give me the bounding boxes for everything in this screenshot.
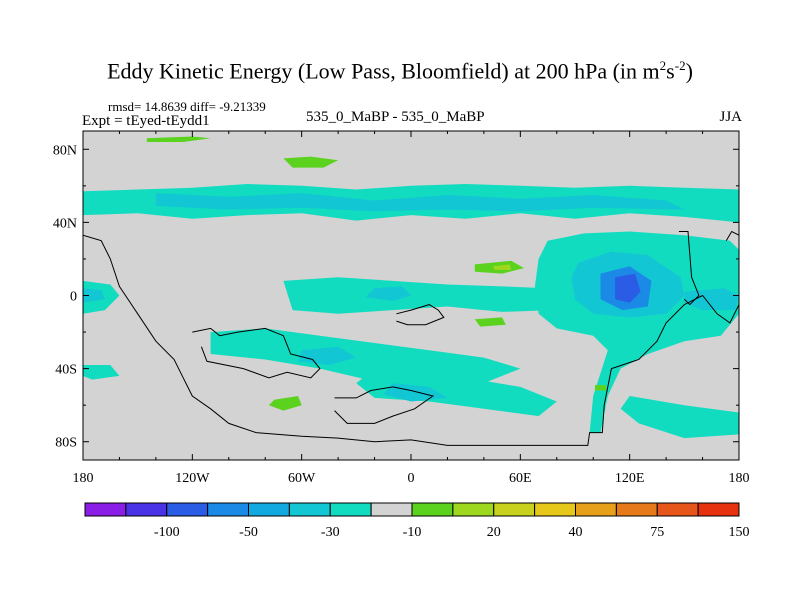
colorbar-label: -100 [154, 525, 180, 540]
colorbar-label: 20 [487, 525, 501, 540]
colorbar-box [615, 502, 658, 517]
x-tick-label: 60E [509, 471, 532, 486]
colorbar-box [534, 502, 576, 517]
x-tick-label: 120E [615, 471, 645, 486]
y-tick-label: 80N [53, 143, 77, 158]
contour-region-south-band [356, 368, 557, 417]
colorbar-label: -50 [239, 525, 258, 540]
colorbar-box [452, 502, 495, 517]
colorbar-box [288, 502, 331, 517]
colorbar-box [84, 502, 127, 517]
contour-region-pacific-west-max [615, 273, 641, 303]
season-label: JJA [719, 109, 742, 125]
colorbar-box [493, 502, 536, 517]
y-tick-label: 40N [53, 216, 77, 231]
contour-region-green-80n [283, 156, 339, 168]
contour-region-atlantic-sub-core [298, 346, 357, 365]
land-outline-island-central [192, 327, 321, 379]
land-outline-continent-far-east [725, 230, 739, 241]
contour-region-tropic-central-core [365, 286, 411, 301]
colorbar-box [248, 502, 290, 517]
y-tick-label: 40S [55, 363, 77, 378]
contour-region-southwest-tip [83, 365, 120, 380]
contour-region-green-40s [268, 396, 302, 411]
chart-title-end: ) [685, 58, 693, 84]
contour-region-green-20s [474, 317, 506, 327]
land-outline-outline-south-mid [334, 386, 435, 424]
colorbar-box [411, 502, 454, 517]
x-tick-label: 0 [408, 471, 415, 486]
colorbar-label: 40 [569, 525, 583, 540]
land-outline-continent-west [83, 234, 739, 446]
land-outline-outline-east-mid [396, 304, 445, 326]
chart-title: Eddy Kinetic Energy (Low Pass, Bloomfiel… [0, 58, 800, 84]
colorbar-box [125, 502, 168, 517]
colorbar-box [656, 502, 699, 517]
x-tick-label: 180 [73, 471, 94, 486]
chart-title-mid: s [666, 58, 675, 84]
colorbar-box [207, 502, 249, 517]
contour-region-green-dot-east [595, 385, 606, 391]
contour-region-green-top-left [146, 136, 211, 142]
stats-label: rmsd= 14.8639 diff= -9.21339 [108, 99, 266, 114]
colorbar-box [370, 502, 413, 517]
colorbar-label: -30 [321, 525, 340, 540]
y-tick-label: 0 [70, 290, 77, 305]
colorbar-label: -10 [403, 525, 422, 540]
x-tick-label: 60W [288, 471, 316, 486]
y-tick-label: 80S [55, 436, 77, 451]
contour-region-south-pacific [620, 396, 739, 439]
expt-label: Expt = tEyed-tEydd1 [82, 113, 210, 129]
plot-area [82, 130, 740, 461]
x-tick-label: 180 [729, 471, 750, 486]
colorbar-box [575, 502, 617, 517]
contour-region-tropic-central [283, 277, 554, 314]
chart-title-sup-neg2: -2 [674, 58, 686, 73]
x-tick-label: 120W [175, 471, 210, 486]
colorbar-box [697, 502, 740, 517]
contour-region-band-north-strip [155, 193, 685, 212]
colorbar-box [329, 502, 372, 517]
colorbar: -100 -50 -30 -10 20 40 75 150 [84, 502, 750, 540]
colorbar-label: 150 [729, 525, 750, 540]
contour-region-dateline-west-inner [83, 288, 105, 303]
land-outline-continent-east [678, 231, 700, 306]
contour-region-yellow-eq [493, 264, 512, 270]
chart-title-sup-2: 2 [659, 58, 667, 73]
case-label: 535_0_MaBP - 535_0_MaBP [306, 109, 485, 125]
colorbar-label: 75 [650, 525, 664, 540]
colorbar-box [166, 502, 209, 517]
contour-region-atlantic-sub [210, 328, 521, 391]
chart-title-main: Eddy Kinetic Energy (Low Pass, Bloomfiel… [107, 58, 660, 84]
axes: 180 120W 60W 0 60E 120E 180 80N 40N 0 40S 80S [53, 131, 750, 486]
